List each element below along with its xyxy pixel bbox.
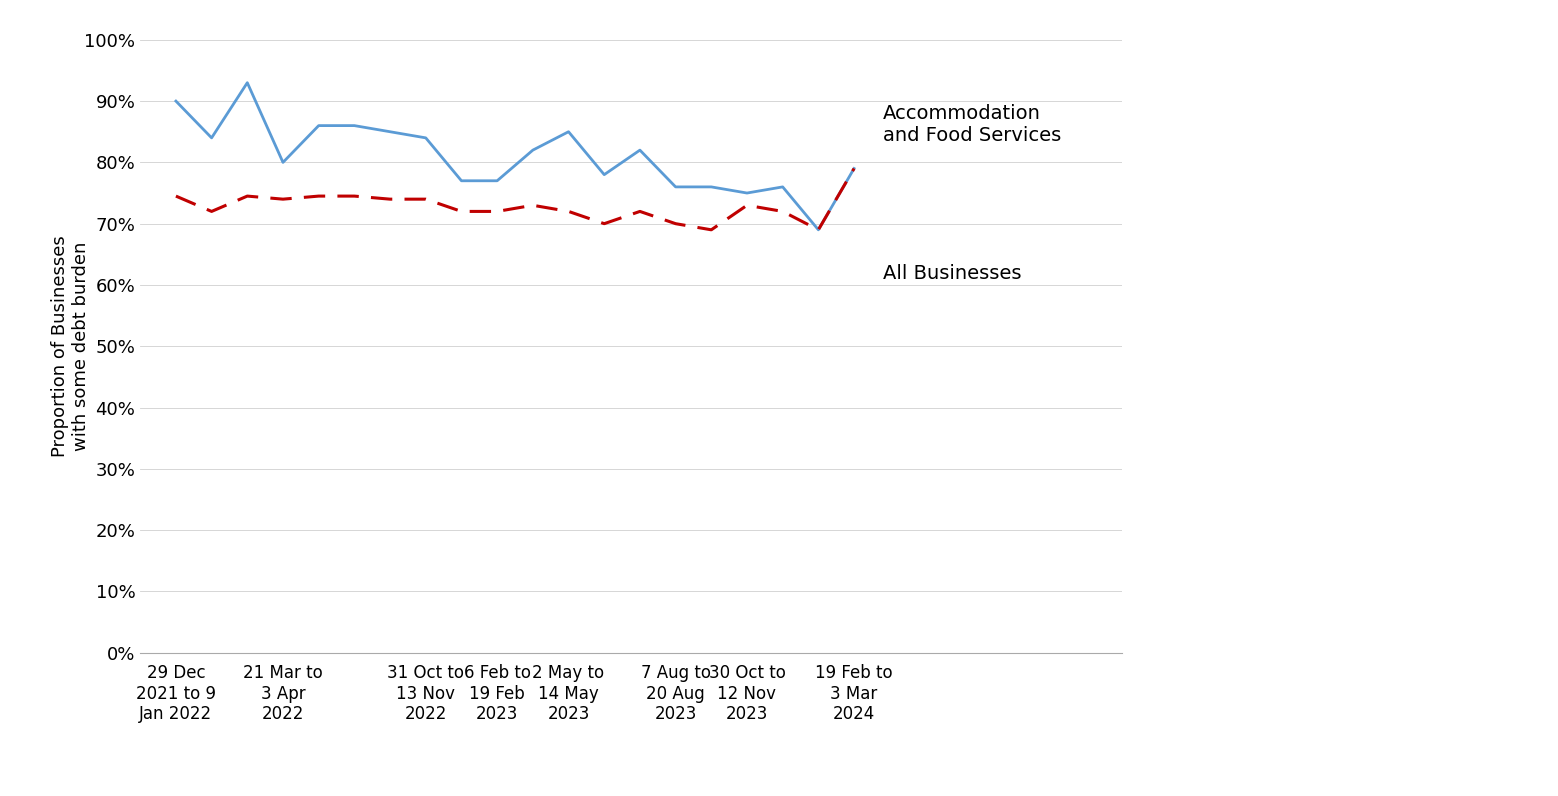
- Y-axis label: Proportion of Businesses
with some debt burden: Proportion of Businesses with some debt …: [51, 236, 90, 457]
- Text: All Businesses: All Businesses: [883, 263, 1020, 283]
- Text: Accommodation
and Food Services: Accommodation and Food Services: [883, 104, 1061, 145]
